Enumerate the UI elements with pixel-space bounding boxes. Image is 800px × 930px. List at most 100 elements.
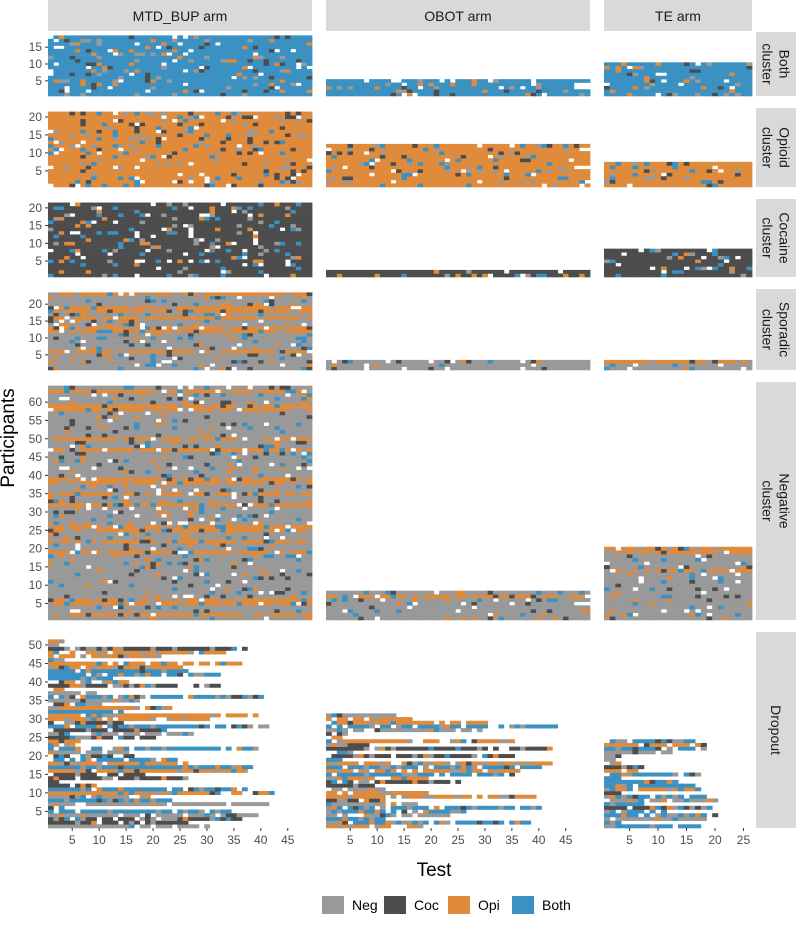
cell-coc xyxy=(610,263,616,267)
cell-opi xyxy=(627,176,633,180)
cell-opi xyxy=(615,180,621,184)
cell-both xyxy=(48,86,54,90)
cell-opi xyxy=(75,49,81,53)
cell-both xyxy=(107,39,113,43)
cell-coc xyxy=(667,162,673,166)
cell-both xyxy=(193,72,199,76)
cell-both xyxy=(188,76,194,80)
cell-both xyxy=(150,49,156,53)
cell-opi xyxy=(64,173,70,177)
cell-coc xyxy=(188,213,194,217)
cell-opi xyxy=(188,165,194,169)
cell-opi xyxy=(290,183,296,187)
cell-coc xyxy=(226,273,232,277)
cell-both xyxy=(504,83,510,87)
cell-coc xyxy=(667,249,673,253)
cell-coc xyxy=(290,203,296,207)
cell-opi xyxy=(96,169,102,173)
cell-opi xyxy=(296,256,302,260)
cell-opi xyxy=(364,183,370,187)
cell-coc xyxy=(140,256,146,260)
cell-coc xyxy=(156,249,162,253)
cell-neg xyxy=(96,39,102,43)
cell-opi xyxy=(471,183,477,187)
cell-opi xyxy=(369,144,375,148)
cell-opi xyxy=(258,130,264,134)
cell-coc xyxy=(75,266,81,270)
cell-neg xyxy=(210,343,216,347)
cell-coc xyxy=(70,224,76,228)
cell-opi xyxy=(307,126,313,130)
cell-opi xyxy=(215,119,221,123)
cell-opi xyxy=(150,350,156,354)
cell-neg xyxy=(129,353,135,357)
cell-both xyxy=(369,79,375,83)
cell-coc xyxy=(113,242,119,246)
cell-coc xyxy=(724,270,730,274)
cell-coc xyxy=(644,270,650,274)
cell-coc xyxy=(231,227,237,231)
cell-opi xyxy=(632,86,638,90)
cell-both xyxy=(86,52,92,56)
cell-both xyxy=(96,45,102,49)
cell-coc xyxy=(91,270,97,274)
cell-opi xyxy=(552,158,558,162)
cell-both xyxy=(672,62,678,66)
cell-neg xyxy=(258,363,264,367)
cell-both xyxy=(167,93,173,97)
cell-neg xyxy=(70,353,76,357)
cell-coc xyxy=(290,242,296,246)
cell-both xyxy=(177,45,183,49)
cell-neg xyxy=(161,112,167,116)
cell-both xyxy=(746,89,752,93)
cell-coc xyxy=(301,169,307,173)
cell-opi xyxy=(269,112,275,116)
cell-both xyxy=(735,89,741,93)
cell-both xyxy=(237,52,243,56)
cell-both xyxy=(193,144,199,148)
cell-coc xyxy=(285,245,291,249)
cell-both xyxy=(712,83,718,87)
cell-coc xyxy=(48,367,54,371)
cell-coc xyxy=(712,263,718,267)
cell-opi xyxy=(145,165,151,169)
cell-opi xyxy=(237,350,243,354)
cell-opi xyxy=(242,66,248,70)
cell-opi xyxy=(290,158,296,162)
cell-neg xyxy=(145,367,151,371)
cell-coc xyxy=(242,360,248,364)
cell-opi xyxy=(75,140,81,144)
cell-neg xyxy=(204,360,210,364)
cell-coc xyxy=(204,234,210,238)
cell-both xyxy=(167,39,173,43)
cell-both xyxy=(695,66,701,70)
cell-coc xyxy=(661,249,667,253)
cell-both xyxy=(450,86,456,90)
cell-opi xyxy=(369,176,375,180)
cell-coc xyxy=(237,217,243,221)
cell-coc xyxy=(86,206,92,210)
cell-neg xyxy=(204,343,210,347)
cell-both xyxy=(307,333,313,337)
cell-coc xyxy=(96,220,102,224)
cell-opi xyxy=(331,173,337,177)
cell-neg xyxy=(161,367,167,371)
cell-coc xyxy=(706,273,712,277)
cell-opi xyxy=(75,151,81,155)
cell-opi xyxy=(558,158,564,162)
cell-both xyxy=(188,130,194,134)
cell-opi xyxy=(70,176,76,180)
cell-neg xyxy=(48,353,54,357)
cell-neg xyxy=(237,231,243,235)
cell-opi xyxy=(80,79,86,83)
cell-coc xyxy=(193,220,199,224)
cell-coc xyxy=(264,62,270,66)
cell-opi xyxy=(655,176,661,180)
cell-opi xyxy=(172,115,178,119)
cell-both xyxy=(102,336,108,340)
cell-both xyxy=(134,83,140,87)
cell-coc xyxy=(412,273,418,277)
cell-coc xyxy=(307,256,313,260)
cell-opi xyxy=(75,115,81,119)
cell-neg xyxy=(113,353,119,357)
